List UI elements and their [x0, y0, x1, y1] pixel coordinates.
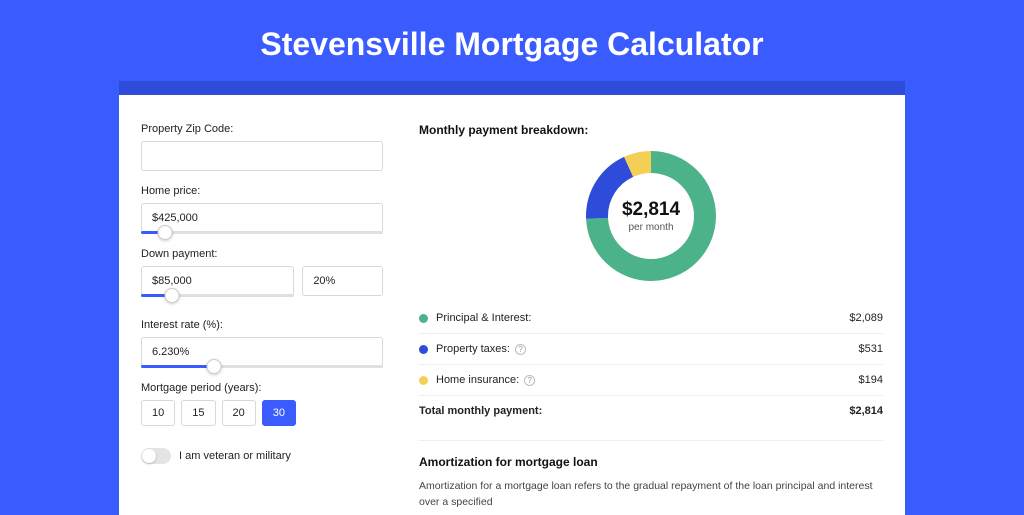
interest-rate-label: Interest rate (%): [141, 319, 383, 331]
slider-thumb[interactable] [206, 359, 221, 374]
veteran-label: I am veteran or military [179, 450, 291, 462]
legend-dot [419, 314, 428, 323]
home-price-input[interactable] [141, 203, 383, 233]
slider-thumb[interactable] [164, 288, 179, 303]
slider-thumb[interactable] [158, 225, 173, 240]
breakdown-title: Monthly payment breakdown: [419, 123, 883, 137]
interest-rate-input[interactable] [141, 337, 383, 367]
period-button-10[interactable]: 10 [141, 400, 175, 426]
form-column: Property Zip Code: Home price: Down paym… [141, 123, 401, 515]
total-value: $2,814 [849, 405, 883, 417]
down-payment-slider[interactable] [141, 294, 294, 297]
legend-value: $2,089 [849, 312, 883, 324]
donut-amount: $2,814 [622, 199, 680, 221]
zip-label: Property Zip Code: [141, 123, 383, 135]
period-button-30[interactable]: 30 [262, 400, 296, 426]
toggle-knob [142, 449, 156, 463]
down-payment-label: Down payment: [141, 248, 383, 260]
info-icon[interactable]: ? [524, 375, 535, 386]
legend-label: Property taxes:? [436, 343, 859, 355]
legend-value: $194 [859, 374, 883, 386]
down-payment-percent-input[interactable] [302, 266, 383, 296]
legend-row: Principal & Interest:$2,089 [419, 303, 883, 333]
legend-label: Principal & Interest: [436, 312, 849, 324]
zip-input[interactable] [141, 141, 383, 171]
donut-chart: $2,814 per month [586, 151, 716, 281]
amortization-section: Amortization for mortgage loan Amortizat… [419, 440, 883, 511]
legend-label: Home insurance:? [436, 374, 859, 386]
breakdown-column: Monthly payment breakdown: $2,814 per mo… [401, 123, 883, 515]
info-icon[interactable]: ? [515, 344, 526, 355]
total-row: Total monthly payment: $2,814 [419, 395, 883, 426]
total-label: Total monthly payment: [419, 405, 849, 417]
page-title: Stevensville Mortgage Calculator [0, 0, 1024, 81]
home-price-label: Home price: [141, 185, 383, 197]
legend-dot [419, 376, 428, 385]
period-button-15[interactable]: 15 [181, 400, 215, 426]
calculator-card: Property Zip Code: Home price: Down paym… [119, 95, 905, 515]
slider-fill [141, 365, 214, 368]
interest-rate-slider[interactable] [141, 365, 383, 368]
amortization-title: Amortization for mortgage loan [419, 455, 883, 469]
period-label: Mortgage period (years): [141, 382, 383, 394]
veteran-toggle[interactable] [141, 448, 171, 464]
legend: Principal & Interest:$2,089Property taxe… [419, 303, 883, 395]
legend-dot [419, 345, 428, 354]
amortization-text: Amortization for a mortgage loan refers … [419, 479, 883, 511]
legend-row: Property taxes:?$531 [419, 333, 883, 364]
legend-value: $531 [859, 343, 883, 355]
legend-row: Home insurance:?$194 [419, 364, 883, 395]
home-price-slider[interactable] [141, 231, 383, 234]
period-button-row: 1015 2030 [141, 400, 383, 426]
period-button-20[interactable]: 20 [222, 400, 256, 426]
donut-sub: per month [622, 222, 680, 233]
